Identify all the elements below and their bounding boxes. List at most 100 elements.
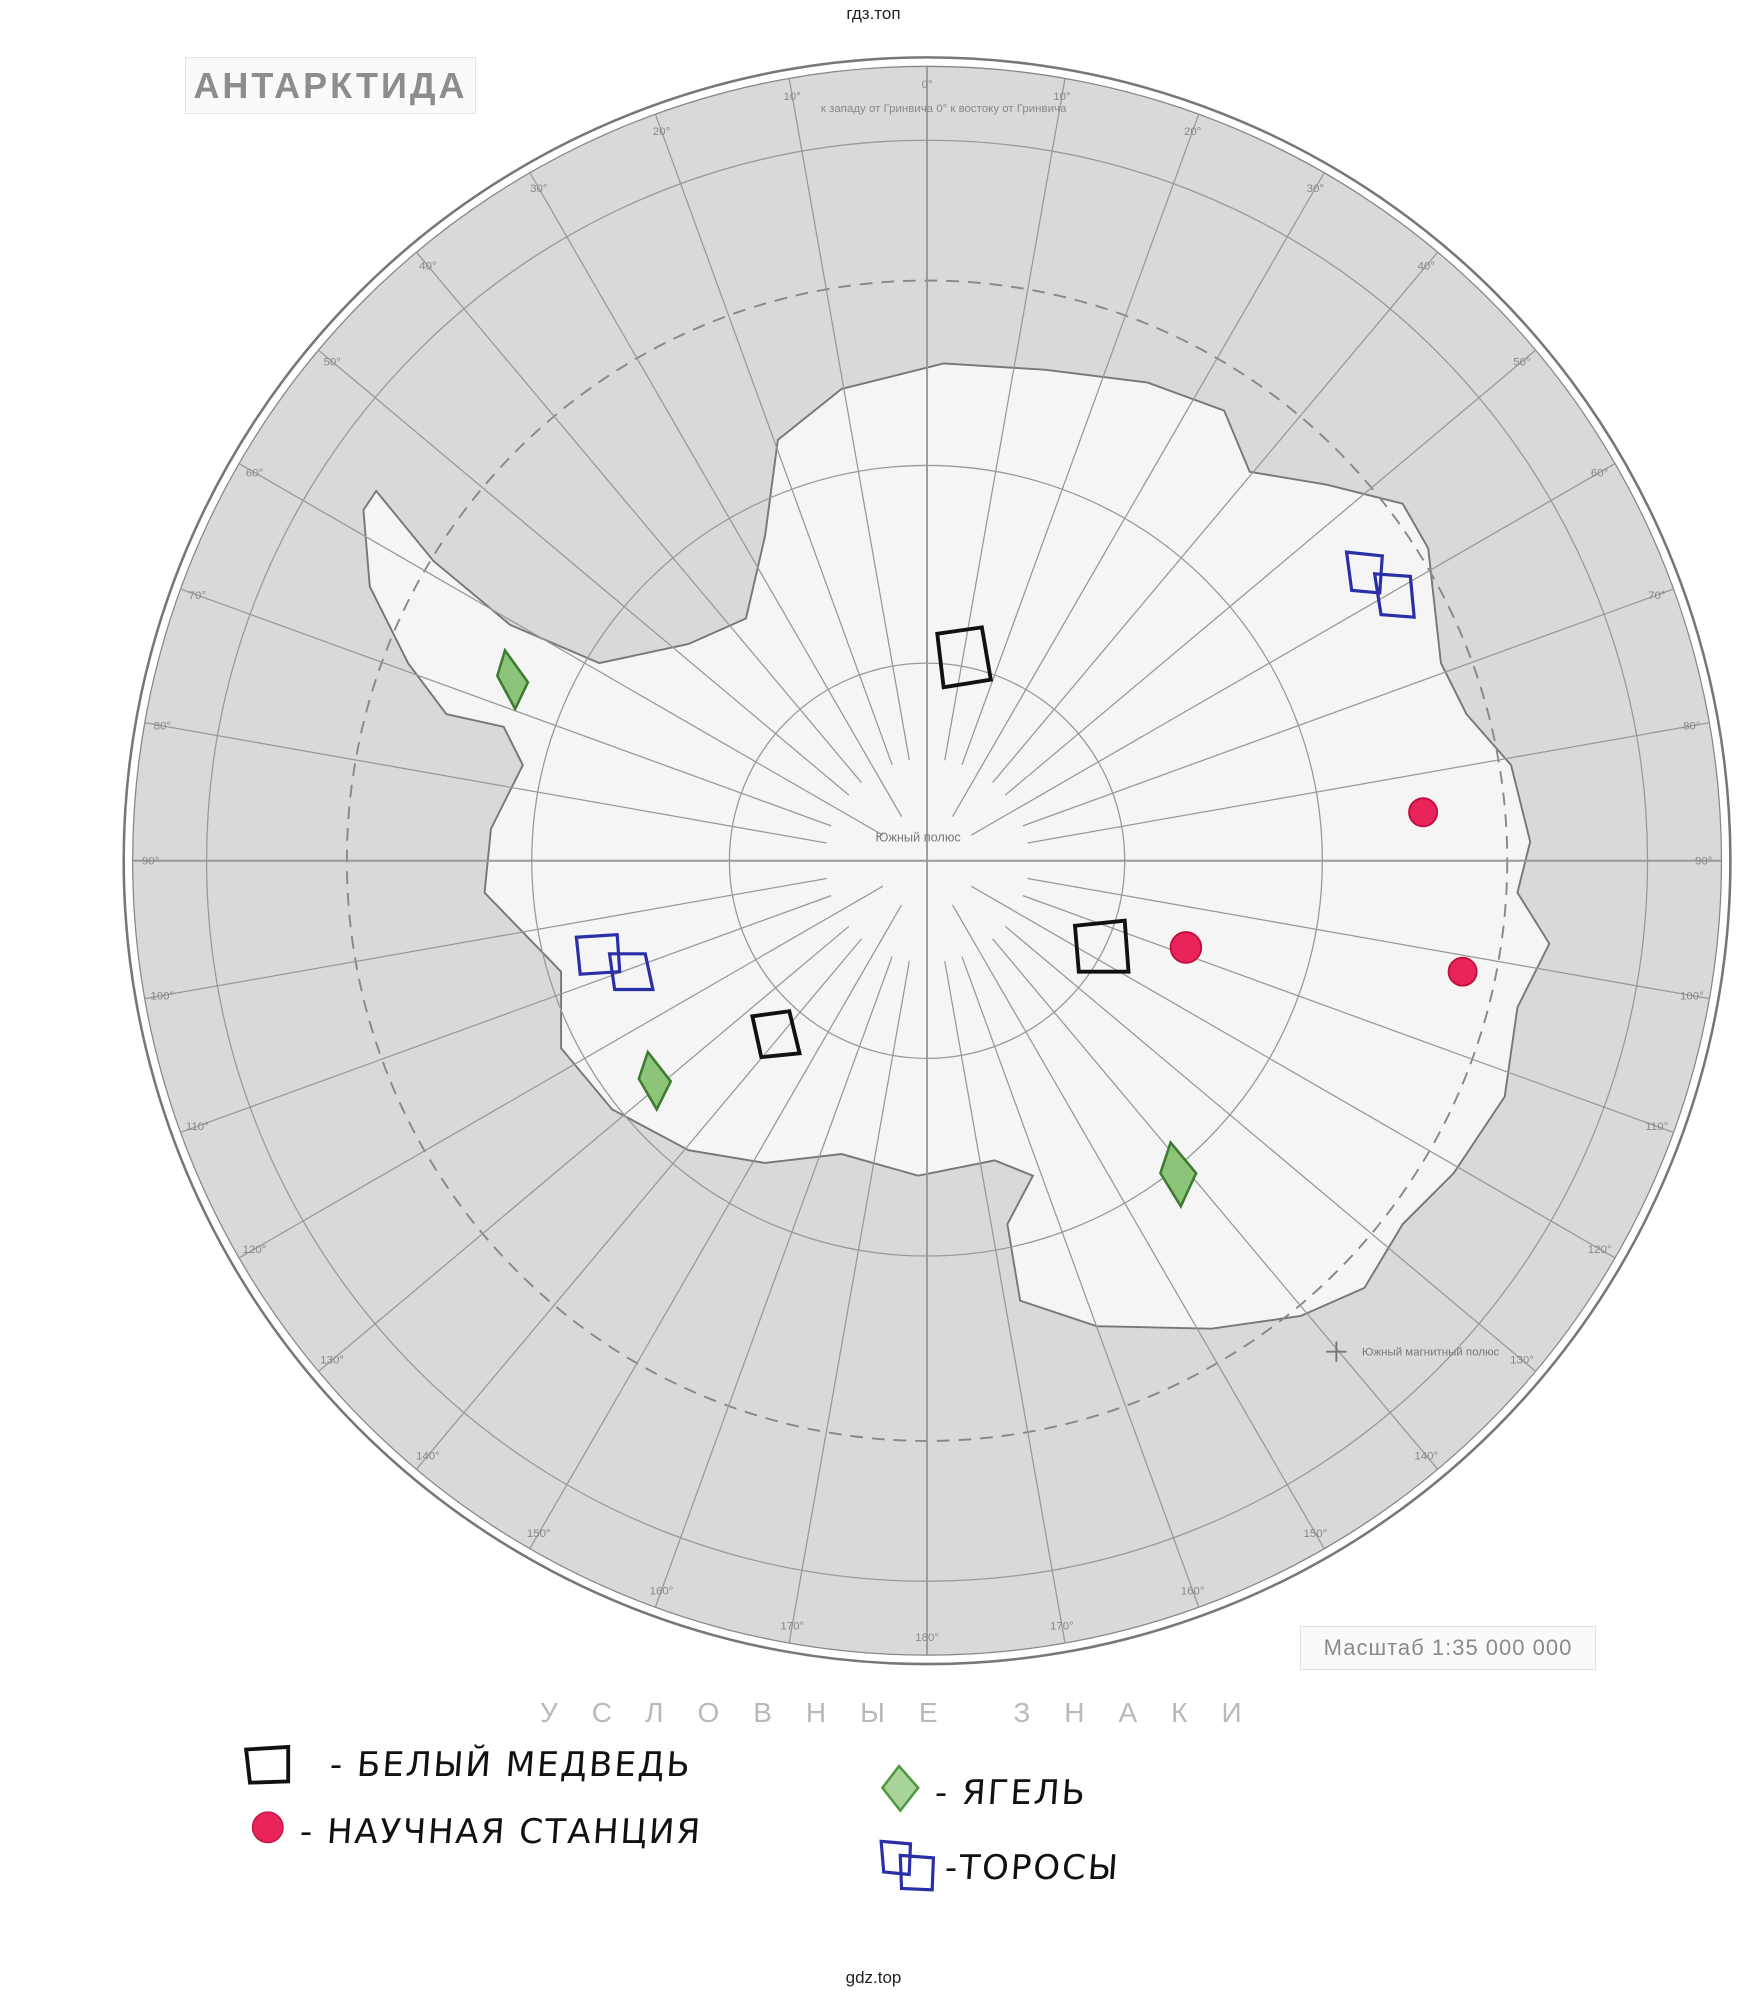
meridian [1022,895,1674,1134]
meridian-label: 70° [189,590,206,602]
meridian [1004,925,1537,1372]
graticule [132,66,1722,1656]
hummock-marker [1344,550,1416,619]
meridian [1027,877,1710,1000]
meridian [952,172,1325,817]
watermark-top: гдз.топ [846,4,901,23]
station-markers [1169,797,1478,987]
meridian-label: 100° [150,990,174,1002]
map-title: АНТАРКТИДА [185,57,476,114]
station-marker [1447,956,1478,987]
magnetic-pole-icon [1326,1341,1347,1362]
south-pole-label: Южный полюс [875,830,961,845]
hummock-markers [574,550,1416,992]
meridian [944,78,1066,761]
meridian [318,925,850,1372]
meridian-label: 80° [154,721,171,733]
meridian-label: 20° [653,126,670,138]
meridian-label: 60° [246,467,263,479]
meridian-label: 40° [1418,261,1435,273]
meridian [654,956,893,1608]
meridian [970,462,1616,836]
meridian [180,588,832,827]
meridian [415,938,862,1470]
meridian-labels: 0° 10° 20° 30° 40° 50° 60° 70° 80° 90° 100° 110° 120… [142,79,1712,1644]
meridian-label: 120° [243,1244,267,1256]
meridian-label: 130° [320,1355,344,1367]
lichen-markers [495,647,1198,1209]
magnetic-pole-marker: Южный магнитный полюс [1326,1341,1500,1362]
meridian-label: 150° [527,1528,551,1540]
meridian-label: 160° [1181,1585,1205,1597]
meridian-label: 90° [142,856,159,868]
legend-label-polar-bear: - БЕЛЫЙ МЕДВЕДЬ [328,1745,694,1785]
meridian-label: 140° [416,1450,440,1462]
meridian-label: 20° [1184,126,1201,138]
meridian [318,349,850,796]
meridian-label: 30° [530,183,547,195]
meridian-label: 90° [1695,856,1712,868]
meridian-label: 10° [1053,91,1070,103]
meridian-label: 160° [650,1585,674,1597]
legend-label-station: - НАУЧНАЯ СТАНЦИЯ [298,1812,704,1852]
meridian-label: 140° [1414,1450,1438,1462]
meridian [654,113,893,766]
meridian-label: 100° [1680,990,1704,1002]
meridian-label: 110° [186,1121,209,1133]
meridian-label: 40° [419,261,436,273]
meridian [952,904,1325,1550]
meridian [1027,722,1710,844]
legend-hummock-icon [879,1839,936,1892]
lichen-marker [637,1049,673,1113]
meridian [529,172,903,817]
legend-lichen-icon [880,1764,920,1813]
meridian-label: 170° [1050,1620,1074,1632]
legend-polar-bear-icon [243,1744,291,1785]
meridian [788,78,910,761]
polar-bear-marker [750,1009,802,1060]
meridian [788,961,910,1644]
meridian-label: 150° [1303,1528,1327,1540]
top-caption: к западу от Гринвича 0° к востоку от Гри… [821,103,1067,115]
meridian [238,885,884,1259]
legend-symbols [243,1744,936,1892]
polar-bear-marker [1072,918,1131,974]
station-marker [1169,931,1203,964]
station-marker [1408,797,1439,828]
meridian [961,956,1200,1608]
meridian [144,877,827,1000]
legend-label-lichen: - ЯГЕЛЬ [933,1773,1089,1813]
meridian-label: 110° [1645,1121,1668,1133]
meridian-label: 60° [1591,467,1608,479]
legend-title: УСЛОВНЫЕ ЗНАКИ [540,1697,1276,1728]
meridian [180,895,832,1134]
map-scale: Масштаб 1:35 000 000 [1300,1626,1596,1670]
meridian-label: 50° [1513,356,1530,368]
hummock-marker [574,933,655,992]
polar-bear-marker [935,625,994,690]
magnetic-pole-label: Южный магнитный полюс [1362,1346,1500,1358]
polar-bear-markers [750,625,1131,1060]
meridian-label: 120° [1588,1244,1612,1256]
meridian [529,904,903,1550]
meridian [944,961,1066,1644]
meridian-label: 180° [915,1632,939,1644]
meridian-label: 70° [1648,590,1665,602]
meridian [992,251,1439,783]
watermark-bottom: gdz.top [845,1968,902,1987]
meridian [415,251,862,783]
meridian-label: 50° [323,356,340,368]
meridian [238,462,884,836]
meridian-label: 80° [1683,721,1700,733]
lichen-marker [495,647,530,712]
legend-station-icon [251,1811,284,1844]
meridian [992,938,1439,1470]
meridian-label: 130° [1510,1355,1534,1367]
meridian [1022,588,1674,827]
meridian-label: 10° [784,91,801,103]
lichen-marker [1159,1139,1198,1209]
meridian [144,722,827,844]
meridian-label: 170° [780,1620,804,1632]
legend-label-hummocks: -ТОРОСЫ [943,1848,1122,1888]
